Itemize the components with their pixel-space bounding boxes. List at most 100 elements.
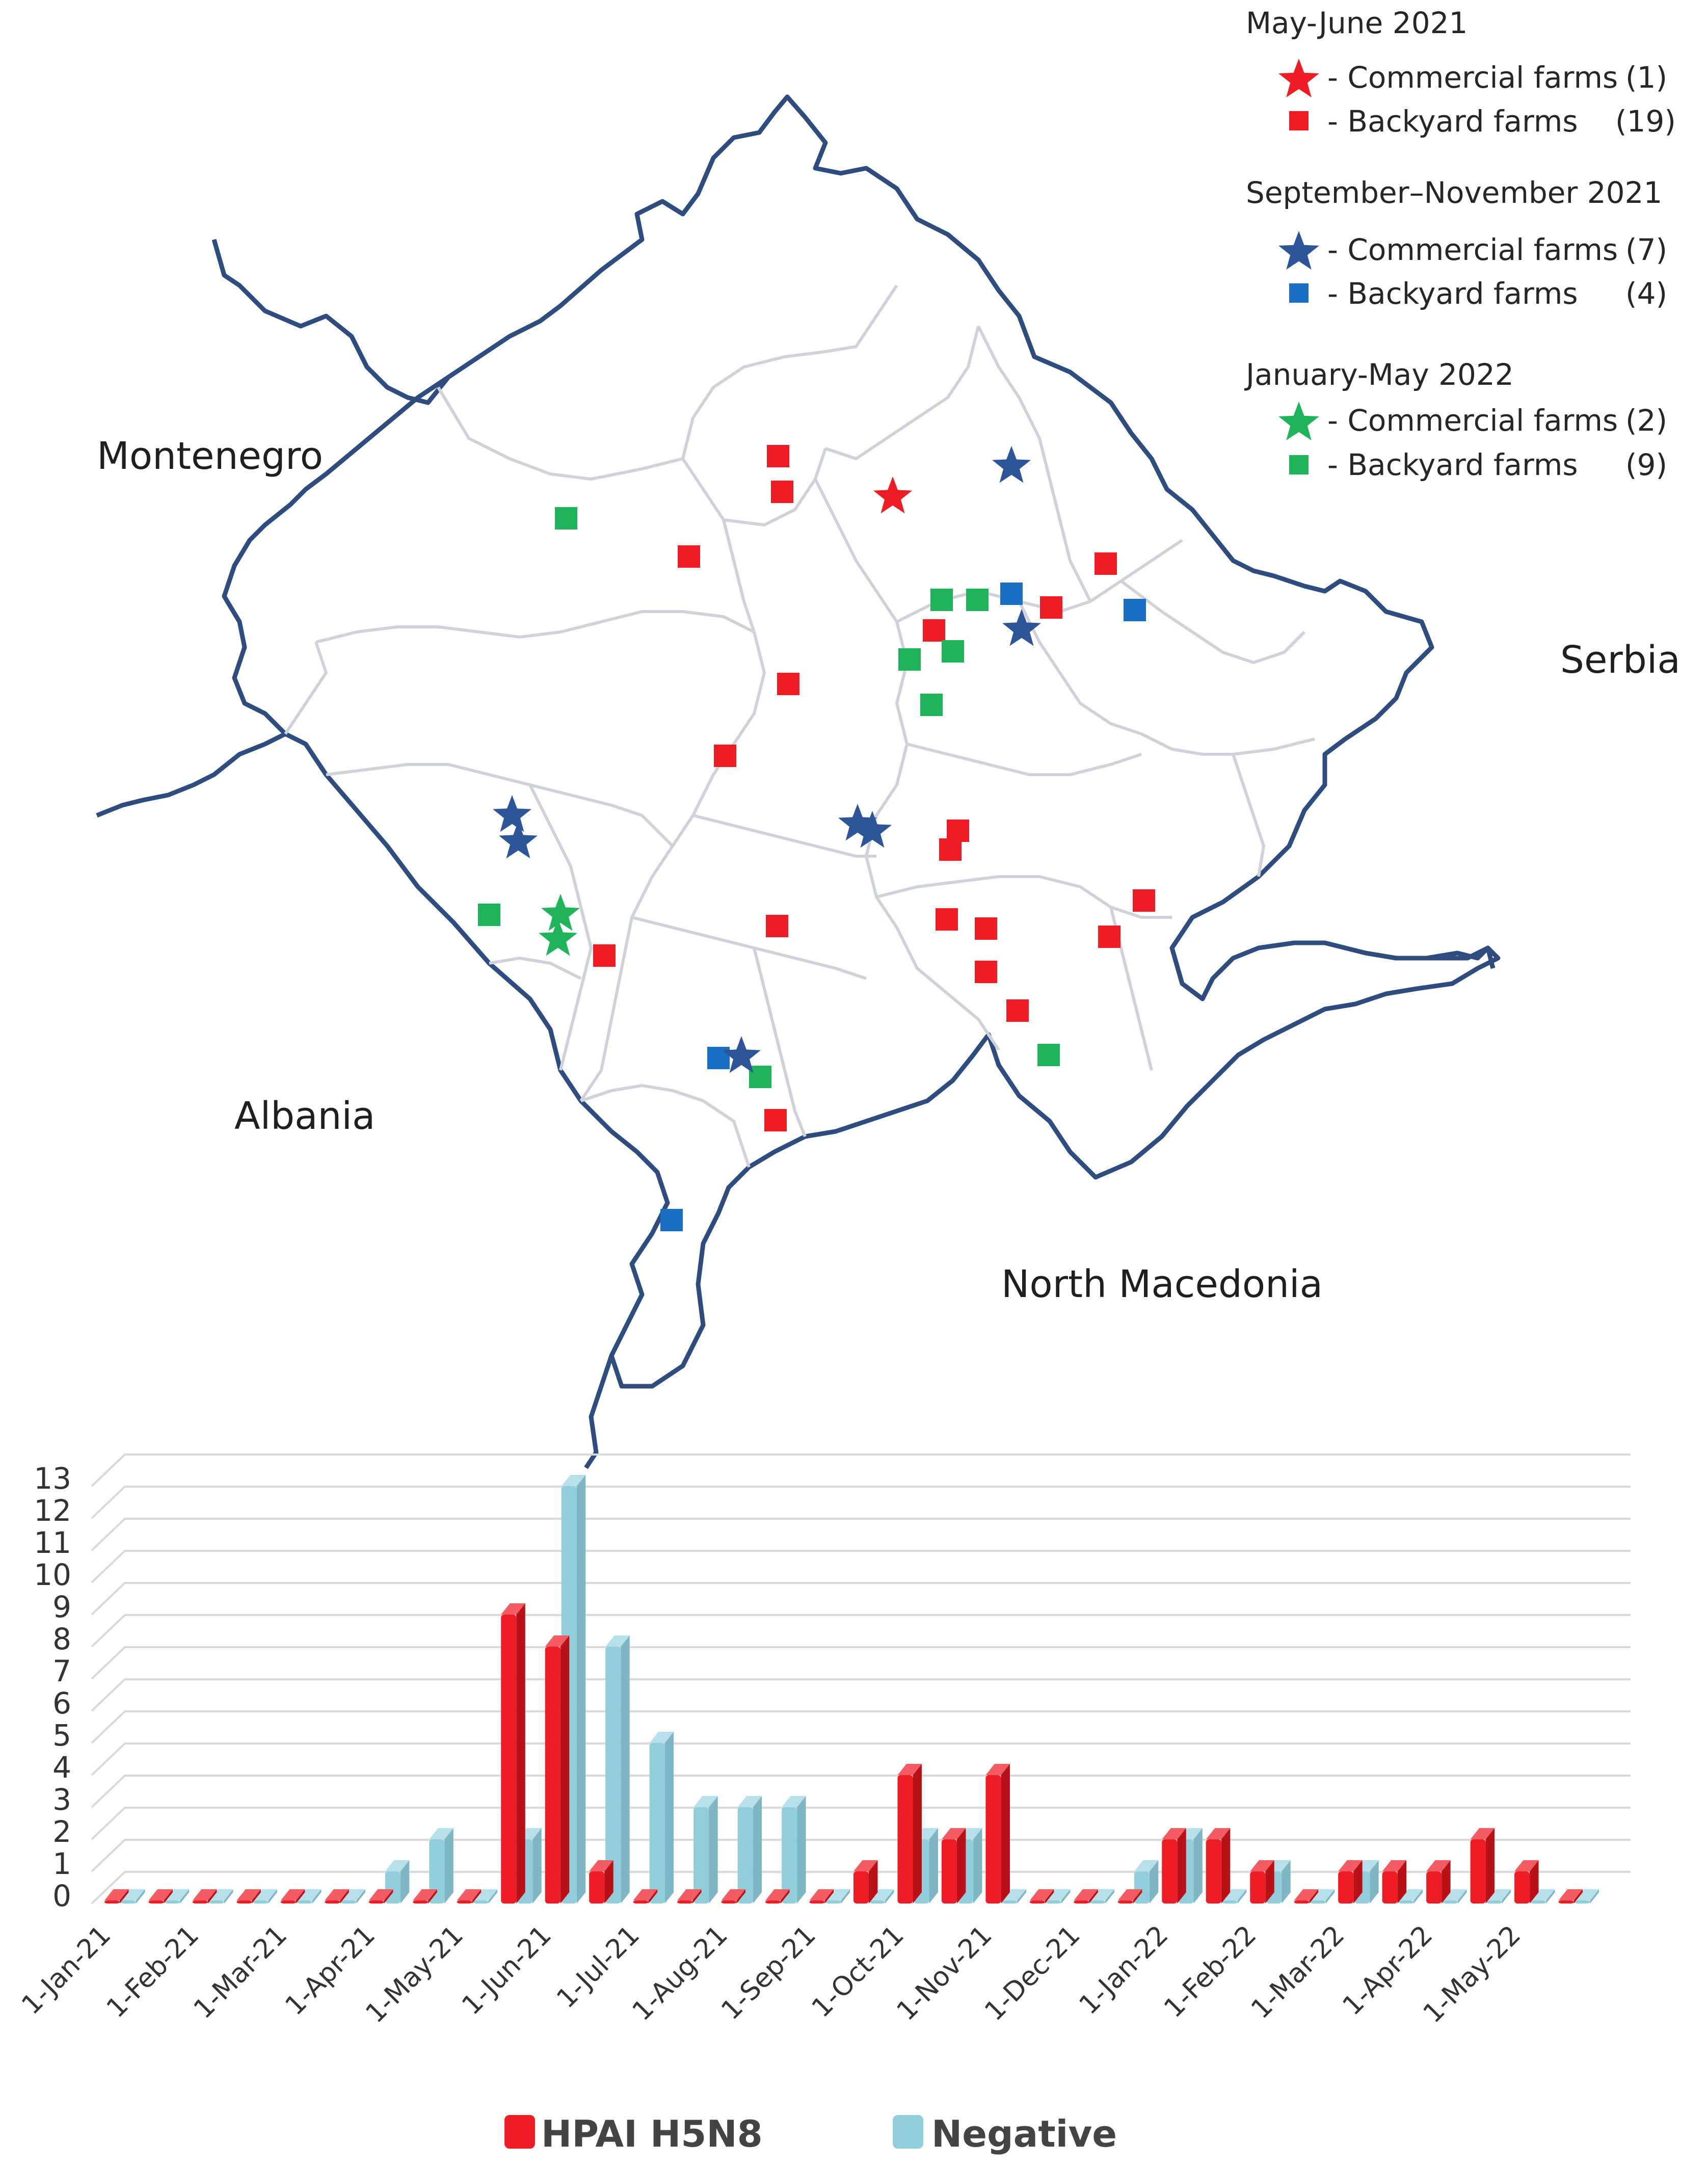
backyard-farm-marker — [930, 589, 953, 611]
y-tick-label: 13 — [34, 1461, 71, 1496]
backyard-farm-marker — [947, 820, 969, 842]
backyard-farm-marker — [555, 507, 577, 530]
legend-label-hpai: HPAI H5N8 — [541, 2112, 763, 2155]
bar-hpai — [325, 1889, 349, 1904]
backyard-farm-marker — [678, 545, 700, 568]
backyard-farm-marker — [966, 589, 989, 611]
backyard-farm-marker — [1095, 552, 1117, 575]
backyard-farm-marker — [1040, 596, 1062, 619]
legend-period-title: May-June 2021 — [1246, 6, 1467, 40]
backyard-farm-marker — [714, 745, 736, 767]
backyard-farm-marker — [1037, 1044, 1060, 1066]
backyard-farm-marker — [1006, 999, 1029, 1022]
legend-backyard-count: (19) — [1615, 104, 1676, 139]
bar-negative — [1443, 1889, 1467, 1904]
commercial-farm-star-icon — [873, 477, 912, 514]
y-tick-label: 6 — [52, 1686, 71, 1721]
bar-negative — [165, 1889, 189, 1904]
legend-backyard-label: - Backyard farms — [1327, 447, 1578, 482]
backyard-farm-marker — [975, 917, 997, 940]
x-tick-label: 1-Jun-21 — [456, 1920, 557, 2021]
x-tick-label: 1-Mar-22 — [1245, 1920, 1350, 2025]
backyard-farm-marker — [777, 673, 799, 695]
bar-hpai — [1470, 1828, 1495, 1904]
commercial-farm-star-icon — [499, 822, 538, 859]
bar-negative — [297, 1889, 322, 1904]
gridline — [91, 1839, 1631, 1872]
bar-hpai — [677, 1889, 702, 1904]
gridline — [91, 1775, 1631, 1808]
bar-negative — [208, 1889, 233, 1904]
bar-negative — [693, 1796, 718, 1904]
bar-negative — [121, 1889, 145, 1904]
gridline — [91, 1646, 1631, 1680]
bar-hpai — [1250, 1860, 1274, 1904]
bar-negative — [737, 1796, 762, 1904]
gridline — [91, 1582, 1631, 1616]
backyard-farm-marker — [771, 481, 793, 503]
bar-hpai — [192, 1889, 217, 1904]
backyard-farm-marker — [898, 648, 921, 671]
bar-hpai — [941, 1828, 966, 1904]
macedonia-border-tail — [584, 1355, 614, 1469]
bar-negative — [1531, 1889, 1555, 1904]
country-label-north-macedonia: North Macedonia — [1001, 1262, 1323, 1306]
bar-negative — [341, 1889, 365, 1904]
chart-legend: HPAI H5N8 Negative — [504, 2112, 1117, 2155]
legend-swatch-negative — [893, 2115, 923, 2149]
backyard-farm-marker — [766, 915, 788, 937]
legend-period-title: January-May 2022 — [1244, 357, 1514, 392]
bar-negative — [473, 1889, 498, 1904]
bar-hpai — [721, 1889, 746, 1904]
legend-commercial-count: (7) — [1625, 232, 1667, 267]
legend-backyard-count: (4) — [1625, 276, 1667, 311]
bar-hpai — [809, 1889, 834, 1904]
x-tick-label: 1-Feb-21 — [101, 1920, 205, 2024]
commercial-farm-star-icon — [1002, 609, 1041, 646]
commercial-farm-star-icon — [838, 804, 877, 841]
bar-hpai — [280, 1889, 305, 1904]
legend-label-negative: Negative — [931, 2112, 1117, 2155]
y-tick-label: 9 — [52, 1590, 71, 1624]
bar-hpai — [148, 1889, 173, 1904]
backyard-farm-marker — [975, 961, 997, 983]
bar-negative — [1398, 1889, 1423, 1904]
bar-hpai — [897, 1764, 922, 1904]
y-tick-label: 11 — [34, 1525, 71, 1560]
bar-hpai — [1206, 1828, 1231, 1904]
y-tick-label: 10 — [34, 1557, 71, 1592]
backyard-farm-marker — [1000, 583, 1023, 605]
gridline — [91, 1518, 1631, 1551]
legend-backyard-square-icon — [1289, 455, 1309, 474]
x-tick-label: 1-Jan-21 — [16, 1920, 117, 2021]
bar-hpai — [1294, 1889, 1319, 1904]
commercial-farm-star-icon — [539, 919, 577, 956]
y-tick-label: 1 — [52, 1846, 71, 1881]
gridline — [91, 1550, 1631, 1583]
bar-hpai — [1029, 1889, 1054, 1904]
chart-gridlines — [91, 1454, 1631, 1905]
backyard-farm-marker — [767, 445, 789, 467]
x-axis-ticks: 1-Jan-211-Feb-211-Mar-211-Apr-211-May-21… — [16, 1920, 1527, 2029]
bar-negative — [1574, 1889, 1599, 1904]
country-label-montenegro: Montenegro — [97, 434, 323, 478]
bar-hpai — [1162, 1828, 1186, 1904]
legend-commercial-label: - Commercial farms — [1327, 232, 1618, 267]
bar-negative — [1046, 1889, 1071, 1904]
bar-negative — [825, 1889, 850, 1904]
backyard-farm-marker — [764, 1109, 787, 1131]
backyard-farm-marker — [593, 944, 616, 967]
x-tick-label: 1-Dec-21 — [979, 1920, 1086, 2027]
bar-negative — [782, 1796, 806, 1904]
backyard-farm-marker — [478, 904, 500, 926]
legend-backyard-square-icon — [1289, 283, 1309, 303]
backyard-farm-marker — [920, 694, 943, 716]
montenegro-border — [211, 239, 450, 405]
x-tick-label: 1-Mar-21 — [188, 1920, 293, 2025]
x-tick-label: 1-Feb-22 — [1158, 1920, 1262, 2024]
chart-bars — [104, 1475, 1599, 1904]
bar-hpai — [985, 1764, 1010, 1904]
